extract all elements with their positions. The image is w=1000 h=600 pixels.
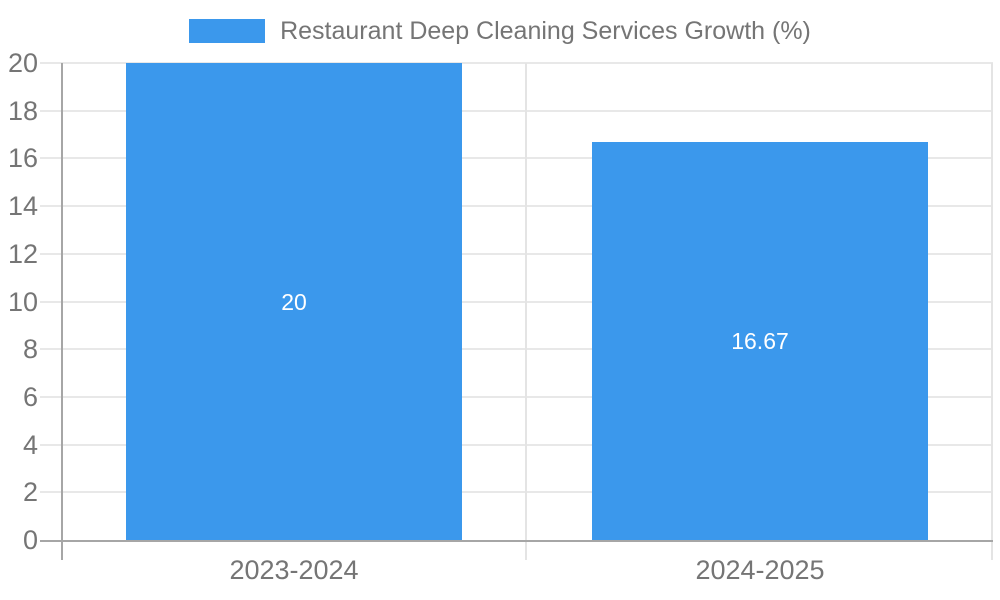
plot-area: 20 16.67 — [40, 62, 993, 560]
y-axis-tick-label: 2 — [22, 477, 38, 508]
bar-value-label: 16.67 — [731, 328, 789, 354]
gridline — [40, 252, 993, 255]
bar[interactable] — [126, 63, 462, 540]
gridline — [40, 109, 993, 112]
gridline — [40, 491, 993, 494]
x-axis-category-label: 2024-2025 — [695, 555, 825, 585]
y-axis-tick-label: 20 — [7, 48, 38, 78]
x-axis-line — [40, 540, 993, 542]
y-axis-tick-label: 10 — [7, 286, 38, 317]
bar-value-label: 20 — [281, 289, 307, 315]
y-axis-tick-label: 18 — [7, 95, 38, 126]
y-axis-tick-label: 16 — [7, 143, 38, 174]
x-axis-category-label: 2023-2024 — [229, 555, 359, 585]
y-axis-tick-label: 12 — [7, 238, 38, 269]
legend-swatch-icon — [189, 19, 266, 43]
y-axis-tick-label: 0 — [22, 525, 38, 555]
y-axis-line — [61, 63, 63, 560]
y-axis-tick-label: 14 — [7, 191, 38, 222]
gridline — [525, 63, 527, 560]
gridline — [40, 157, 993, 160]
gridline — [40, 395, 993, 398]
gridline — [40, 62, 993, 64]
gridline — [991, 63, 993, 560]
legend-label: Restaurant Deep Cleaning Services Growth… — [280, 17, 811, 45]
gridline — [40, 443, 993, 446]
bar[interactable] — [592, 142, 928, 540]
y-axis-tick-label: 8 — [22, 334, 38, 365]
gridline — [40, 300, 993, 303]
y-axis-tick-label: 6 — [22, 381, 38, 412]
gridline — [40, 205, 993, 208]
gridline — [40, 348, 993, 351]
chart-legend[interactable]: Restaurant Deep Cleaning Services Growth… — [0, 17, 1000, 45]
y-axis-tick-label: 4 — [22, 429, 38, 460]
